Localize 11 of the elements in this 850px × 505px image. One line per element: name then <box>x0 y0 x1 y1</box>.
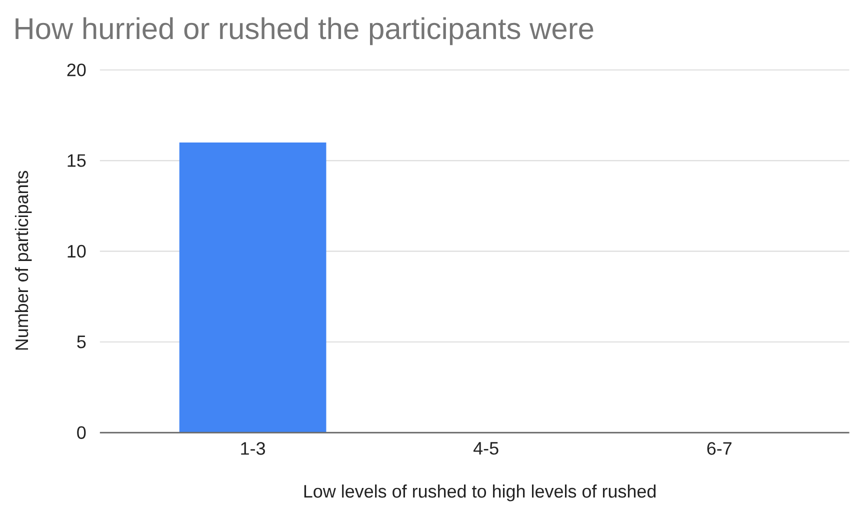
chart-title: How hurried or rushed the participants were <box>16 17 594 46</box>
y-tick-label: 15 <box>68 154 86 168</box>
x-tick-label: 4-5 <box>473 442 498 455</box>
y-tick-label: 20 <box>67 64 86 76</box>
y-axis-title: Number of participants <box>14 171 32 350</box>
y-tick-label: 5 <box>77 336 86 348</box>
x-axis-title: Low levels of rushed to high levels of rushed <box>304 484 656 502</box>
y-tick-label: 0 <box>77 426 86 440</box>
y-tick-label: 10 <box>68 245 86 258</box>
x-tick-label: 1-3 <box>241 442 265 456</box>
x-tick-label: 6-7 <box>707 442 732 456</box>
